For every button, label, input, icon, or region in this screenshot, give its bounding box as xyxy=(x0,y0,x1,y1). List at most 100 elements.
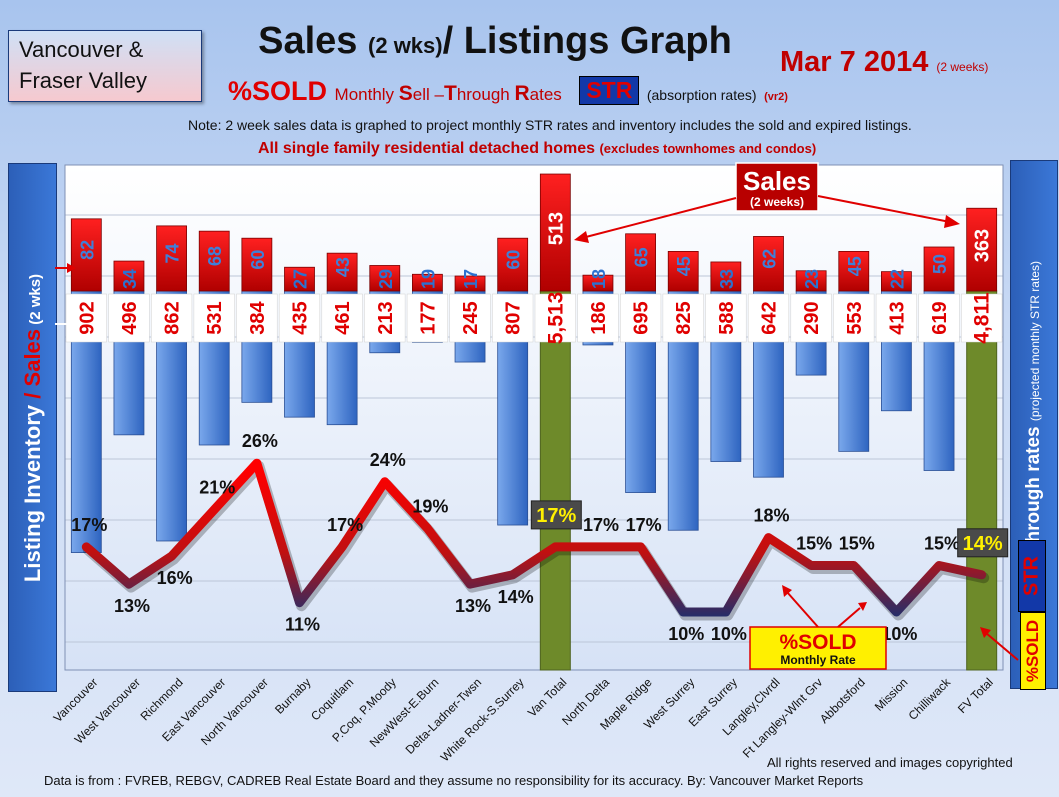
inventory-value-label: 642 xyxy=(759,301,781,334)
inventory-side-arrowhead xyxy=(67,319,76,329)
inventory-value-label: 619 xyxy=(929,301,951,334)
inventory-label-box xyxy=(662,293,704,343)
inventory-value-label: 413 xyxy=(886,301,908,334)
inventory-label-box xyxy=(918,293,960,343)
footer-copyright: All rights reserved and images copyright… xyxy=(767,755,1013,770)
str-value-label: 11% xyxy=(285,615,320,635)
sales-bar xyxy=(156,225,187,292)
inventory-total-bar xyxy=(966,290,998,671)
inventory-value-label: 435 xyxy=(290,301,312,334)
inventory-label-box xyxy=(534,293,576,343)
subtitle-part: hrough xyxy=(456,85,515,104)
inventory-value-label: 862 xyxy=(162,301,184,334)
sales-total-bar xyxy=(966,207,998,292)
str-value-label: 10% xyxy=(711,624,747,644)
sales-callout-box xyxy=(735,162,819,212)
inventory-value-label: 290 xyxy=(801,301,823,334)
sales-value-label: 43 xyxy=(333,257,353,277)
sales-value-label: 513 xyxy=(545,212,567,245)
sales-value-label: 19 xyxy=(418,269,438,289)
str-value-label: 10% xyxy=(881,624,917,644)
plot-border xyxy=(64,164,1004,671)
sales-bar xyxy=(881,271,912,292)
category-label: FV Total xyxy=(955,675,996,716)
note-housing-type: All single family residential detached h… xyxy=(258,140,816,158)
inventory-total-bar xyxy=(539,290,571,671)
date-value: Mar 7 2014 xyxy=(780,46,929,78)
inventory-label-box xyxy=(65,293,107,343)
inventory-value-label: 461 xyxy=(332,301,354,334)
str-value-label: 17% xyxy=(626,515,662,535)
str-value-label: 13% xyxy=(455,596,491,616)
inventory-value-label: 177 xyxy=(417,301,439,334)
inventory-value-label: 553 xyxy=(844,301,866,334)
sales-value-label: 68 xyxy=(205,246,225,266)
str-total-box xyxy=(530,500,582,530)
category-label: Burnaby xyxy=(272,675,314,717)
sales-bar xyxy=(113,260,145,292)
inventory-label-box xyxy=(833,293,875,343)
category-label: Chilliwack xyxy=(906,675,954,723)
str-value-label: 10% xyxy=(668,624,704,644)
str-total-label: 14% xyxy=(963,533,1003,555)
sold-callout-arrowhead-left xyxy=(782,585,792,597)
sales-callout-subtext: (2 weeks) xyxy=(750,195,804,209)
sales-bar xyxy=(753,236,784,292)
sales-callout-arrowhead-left xyxy=(574,231,589,243)
sales-value-label: 45 xyxy=(845,256,865,276)
sales-bar xyxy=(795,270,827,292)
str-value-label: 16% xyxy=(157,568,193,588)
sales-value-label: 18 xyxy=(589,269,609,289)
footer-source: Data is from : FVREB, REBGV, CADREB Real… xyxy=(44,773,864,788)
inventory-label-box xyxy=(961,293,1003,343)
subtitle-part: ell – xyxy=(412,85,444,104)
str-value-label: 19% xyxy=(412,496,448,516)
inventory-value-label: 531 xyxy=(204,301,226,334)
sales-value-label: 22 xyxy=(887,269,907,289)
inventory-label-box xyxy=(620,293,662,343)
inventory-value-label: 807 xyxy=(503,301,525,334)
subtitle-part: ates xyxy=(529,85,562,104)
category-label: Mission xyxy=(872,675,911,714)
sales-value-label: 34 xyxy=(120,269,140,289)
sales-bar xyxy=(369,265,401,292)
right-sold-arrow xyxy=(985,632,1019,661)
inventory-label-box xyxy=(236,293,278,343)
inventory-label-box xyxy=(449,293,491,343)
str-value-label: 15% xyxy=(839,534,875,554)
title-rest: / Listings Graph xyxy=(442,20,732,62)
inventory-value-label: 186 xyxy=(588,301,610,334)
str-value-label: 24% xyxy=(370,450,406,470)
note2-main: All single family residential detached h… xyxy=(258,140,595,157)
subtitle-part: S xyxy=(398,82,413,105)
sales-callout-arrow-left xyxy=(581,197,737,239)
str-value-label: 21% xyxy=(199,478,235,498)
str-value-label: 18% xyxy=(753,506,789,526)
inventory-label-box xyxy=(278,293,321,343)
inventory-label-box xyxy=(151,293,193,343)
sales-value-label: 363 xyxy=(972,229,994,262)
sold-callout-arrowhead-right xyxy=(858,602,867,611)
sales-total-bar xyxy=(539,173,571,292)
inventory-value-label: 825 xyxy=(673,301,695,334)
sales-value-label: 50 xyxy=(930,254,950,274)
str-value-label: 15% xyxy=(924,534,960,554)
str-badge: STR xyxy=(579,76,640,105)
inventory-value-label: 5,513 xyxy=(544,292,567,345)
inventory-label-box xyxy=(747,293,790,343)
inventory-value-label: 496 xyxy=(119,301,141,334)
str-total-label: 17% xyxy=(536,505,576,527)
subtitle-monthly-rates: Monthly Sell –Through Rates xyxy=(335,82,562,105)
sales-bar xyxy=(625,233,656,292)
title-paren: (2 wks) xyxy=(368,33,443,58)
category-label: Delta-Ladner-Twsn xyxy=(403,675,485,757)
inventory-label-box xyxy=(705,293,747,343)
inventory-label-box xyxy=(875,293,917,343)
note2-paren: (excludes townhomes and condos) xyxy=(599,141,817,156)
sold-callout-box xyxy=(749,626,887,670)
sales-value-label: 45 xyxy=(674,256,694,276)
sold-callout-subtext: Monthly Rate xyxy=(780,653,856,667)
sales-value-label: 23 xyxy=(802,269,822,289)
